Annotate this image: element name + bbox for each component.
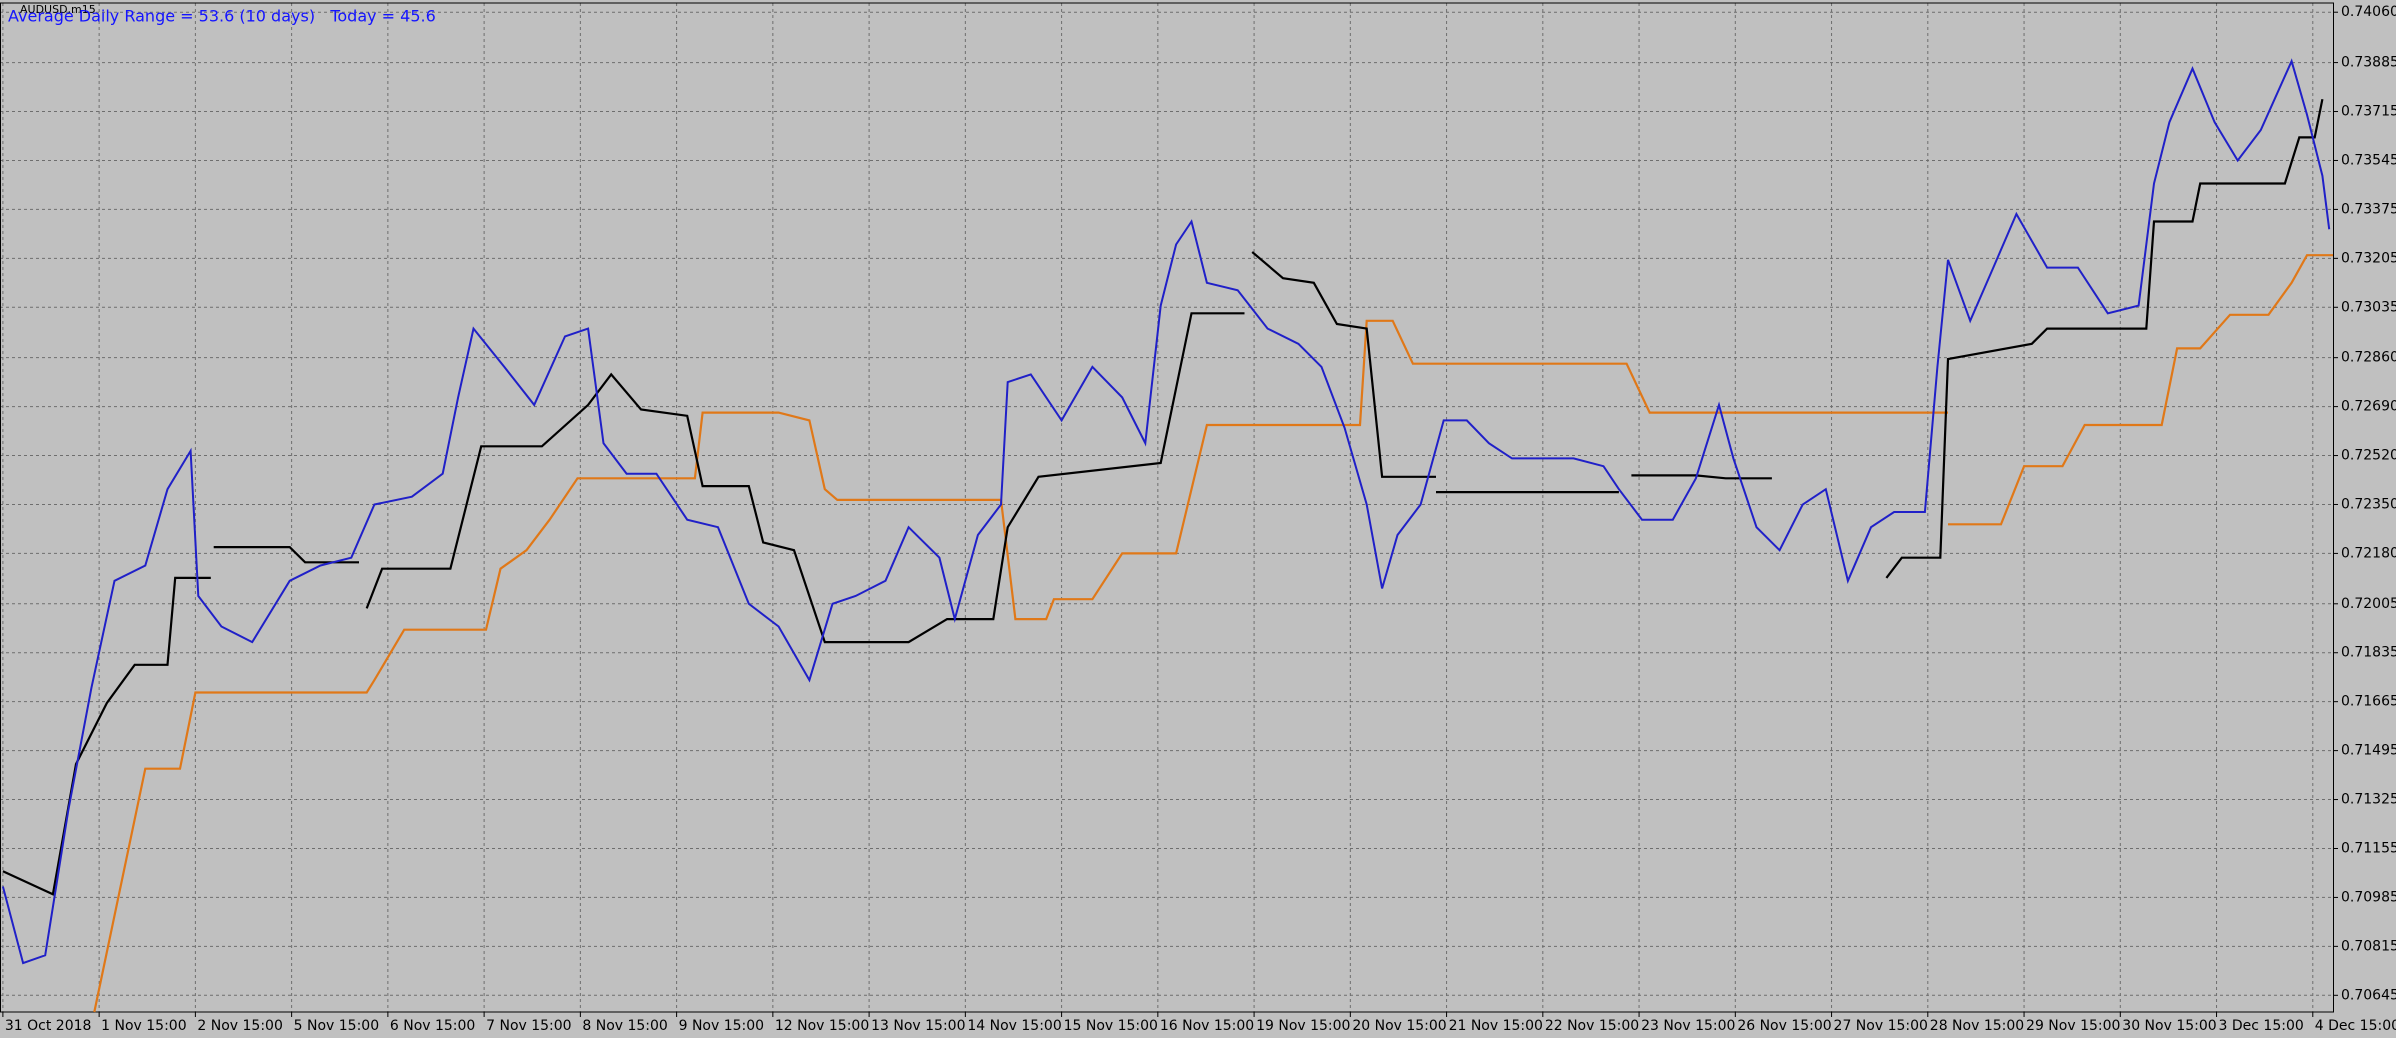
y-tick-label: 0.72690 [2341,399,2396,415]
y-tick-label: 0.72180 [2341,545,2396,561]
x-tick-label: 5 Nov 15:00 [294,1018,379,1034]
symbol-label: AUDUSD,m15 [20,3,96,16]
x-tick-label: 21 Nov 15:00 [1449,1018,1543,1034]
y-tick-label: 0.71325 [2341,792,2396,808]
chart-title: Average Daily Range = 53.6 (10 days) Tod… [8,7,436,26]
y-tick-label: 0.73205 [2341,250,2396,266]
y-tick-label: 0.73885 [2341,55,2396,71]
x-tick-label: 12 Nov 15:00 [775,1018,869,1034]
x-tick-label: 9 Nov 15:00 [679,1018,764,1034]
x-tick-label: 7 Nov 15:00 [486,1018,571,1034]
x-tick-label: 31 Oct 2018 [5,1018,92,1034]
y-tick-label: 0.72860 [2341,350,2396,366]
x-tick-label: 23 Nov 15:00 [1641,1018,1735,1034]
series-line [1,58,2331,965]
series-line [2,98,2324,896]
x-tick-label: 8 Nov 15:00 [582,1018,667,1034]
y-tick-label: 0.71155 [2341,840,2396,856]
y-tick-label: 0.72350 [2341,496,2396,512]
x-tick-label: 16 Nov 15:00 [1160,1018,1254,1034]
y-tick-label: 0.73545 [2341,152,2396,168]
x-tick-label: 28 Nov 15:00 [1930,1018,2024,1034]
y-tick-label: 0.70815 [2341,938,2396,954]
y-tick-label: 0.73715 [2341,104,2396,120]
x-tick-label: 6 Nov 15:00 [390,1018,475,1034]
x-tick-label: 2 Nov 15:00 [197,1018,282,1034]
plot-frame [0,2,2334,1013]
x-tick-label: 26 Nov 15:00 [1737,1018,1831,1034]
y-tick-label: 0.70645 [2341,987,2396,1003]
y-tick-label: 0.73375 [2341,201,2396,217]
x-tick-label: 13 Nov 15:00 [871,1018,965,1034]
y-tick-label: 0.71835 [2341,645,2396,661]
x-tick-label: 19 Nov 15:00 [1256,1018,1350,1034]
y-tick-label: 0.71665 [2341,694,2396,710]
x-tick-label: 29 Nov 15:00 [2026,1018,2120,1034]
x-tick-label: 20 Nov 15:00 [1352,1018,1446,1034]
series-line [93,254,2333,1013]
y-tick-label: 0.72520 [2341,448,2396,464]
y-tick-label: 0.74060 [2341,4,2396,20]
x-tick-label: 14 Nov 15:00 [967,1018,1061,1034]
x-tick-label: 15 Nov 15:00 [1064,1018,1158,1034]
y-tick-label: 0.72005 [2341,596,2396,612]
x-tick-label: 1 Nov 15:00 [101,1018,186,1034]
x-tick-label: 4 Dec 15:00 [2315,1018,2396,1034]
y-tick-label: 0.73035 [2341,299,2396,315]
x-tick-label: 22 Nov 15:00 [1545,1018,1639,1034]
x-tick-label: 3 Dec 15:00 [2219,1018,2304,1034]
y-tick-label: 0.71495 [2341,743,2396,759]
x-tick-label: 27 Nov 15:00 [1834,1018,1928,1034]
x-tick-label: 30 Nov 15:00 [2122,1018,2216,1034]
y-tick-label: 0.70985 [2341,889,2396,905]
